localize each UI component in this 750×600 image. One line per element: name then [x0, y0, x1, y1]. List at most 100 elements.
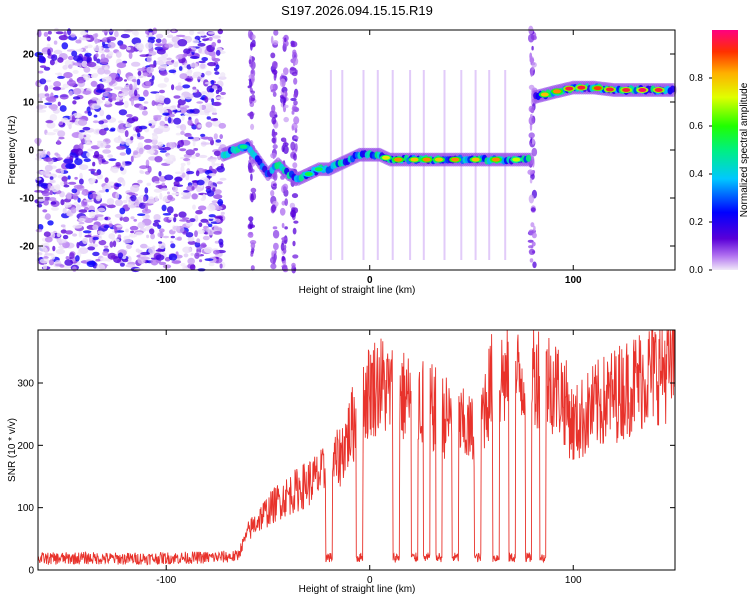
spectrogram-noise-blob	[125, 195, 130, 201]
spectrogram-streak-blob	[530, 207, 536, 212]
spectrogram-noise-blob	[106, 198, 115, 205]
spectrogram-noise-blob	[183, 48, 191, 55]
snr-y-tick-label: 100	[17, 503, 34, 514]
spectrogram-noise-blob	[135, 128, 140, 133]
spectrogram-noise-blob	[216, 165, 225, 173]
spectrogram-noise-blob	[67, 181, 77, 185]
spectrogram-noise-blob	[64, 202, 72, 208]
spectrogram-noise-blob	[95, 209, 99, 214]
spectrogram-noise-blob	[212, 187, 216, 192]
spectrogram-streak-blob	[283, 145, 289, 155]
spectrogram-noise-blob	[65, 256, 70, 260]
spectrogram-peak-inner	[540, 92, 549, 97]
spectrogram-noise-blob	[68, 90, 73, 97]
spectrogram-noise-blob	[138, 105, 145, 111]
spectrogram-noise-blob	[175, 251, 179, 256]
spectrogram-noise-blob	[200, 197, 206, 201]
spectrogram-noise-blob	[187, 136, 194, 140]
spectrogram-noise-blob	[71, 50, 78, 57]
spectrogram-noise-blob	[43, 157, 53, 162]
spectrogram-noise-blob	[133, 218, 137, 222]
spectrogram-noise-blob	[200, 218, 209, 223]
spectrogram-noise-blob	[65, 163, 75, 170]
spectrogram-noise-blob	[47, 30, 52, 35]
spectrogram-noise-blob	[207, 204, 216, 212]
spectrogram-noise-blob	[192, 204, 196, 210]
spectrogram-noise-blob	[92, 236, 99, 241]
spectrogram-noise-blob	[106, 204, 116, 209]
spectrogram-noise-blob	[87, 148, 93, 152]
spectrogram-noise-blob	[78, 134, 84, 140]
spectrogram-noise-blob	[125, 123, 132, 128]
spectrogram-noise-blob	[179, 73, 188, 80]
colorbar-tick-label: 0.0	[689, 265, 703, 276]
spectrogram-noise-blob	[219, 263, 223, 269]
spectrogram-streak-blob	[274, 114, 278, 118]
spectrogram-noise-blob	[78, 48, 84, 52]
spectrogram-noise-blob	[117, 120, 124, 124]
spectrogram-noise-blob	[114, 30, 119, 38]
spectrogram-streak-blob	[279, 78, 286, 88]
spectrogram-noise-blob	[122, 179, 126, 187]
spectrogram-noise-blob	[175, 54, 183, 60]
spectrogram-noise-blob	[164, 116, 168, 122]
spectrogram-noise-blob	[194, 252, 200, 259]
spectrogram-noise-blob	[198, 154, 208, 159]
spectrogram-noise-blob	[189, 264, 196, 271]
spectrogram-noise-blob	[155, 249, 166, 252]
spectrogram-noise-blob	[213, 249, 220, 255]
spectrogram-streak-blob	[290, 211, 295, 216]
spectrogram-peak-inner	[422, 157, 431, 162]
spectrogram-noise-blob	[61, 42, 69, 50]
spectrogram-noise-blob	[78, 221, 85, 225]
spectrogram-noise-blob	[125, 161, 132, 164]
spectrogram-noise-blob	[93, 45, 103, 52]
spectrogram-noise-blob	[201, 57, 208, 62]
spectrogram-noise-blob	[192, 91, 202, 98]
spectrogram-noise-blob	[86, 56, 91, 64]
spectrogram-noise-blob	[186, 170, 195, 175]
spectrogram-noise-blob	[42, 209, 48, 213]
spectrogram-noise-blob	[72, 112, 83, 119]
spectrogram-noise-blob	[217, 39, 222, 44]
spectrogram-noise-blob	[36, 183, 47, 187]
spectrogram-noise-blob	[143, 101, 149, 104]
spectrogram-noise-blob	[173, 117, 182, 125]
spectrogram-noise-blob	[114, 76, 123, 82]
spectrogram-noise-blob	[206, 190, 215, 197]
spectrogram-noise-blob	[106, 75, 112, 83]
spectrogram-streak-blob	[249, 224, 255, 228]
spectrogram-peak-inner	[553, 89, 561, 94]
spectrogram-streak-blob	[291, 262, 296, 268]
spectrogram-noise-blob	[153, 114, 163, 118]
spectrogram-streak-blob	[531, 147, 538, 157]
spectrogram-noise-blob	[115, 86, 121, 90]
spectrogram-streak-blob	[250, 193, 254, 203]
spectrogram-noise-blob	[62, 234, 69, 240]
spectrogram-noise-blob	[134, 89, 138, 97]
spectrogram-noise-blob	[207, 156, 218, 160]
snr-line	[37, 329, 676, 566]
spectrogram-streak-blob	[292, 162, 298, 169]
spectrogram-noise-blob	[119, 44, 127, 50]
spectrogram-streak-blob	[271, 116, 277, 125]
spectrogram-y-ticks: -20 -10 0 10 20	[20, 50, 675, 253]
spectrogram-x-tick-label: 0	[367, 275, 373, 286]
spectrogram-noise-blob	[213, 101, 222, 107]
spectrogram-noise-blob	[196, 229, 205, 234]
spectrogram-streak-blob	[292, 240, 296, 247]
spectrogram-noise-blob	[104, 216, 109, 221]
spectrogram-noise-blob	[124, 130, 129, 138]
snr-y-ticks: 0 100 200 300	[17, 378, 675, 577]
spectrogram-noise-blob	[92, 224, 99, 231]
spectrogram-noise-blob	[51, 54, 58, 61]
spectrogram-noise-blob	[187, 119, 193, 126]
spectrogram-noise-blob	[114, 101, 125, 106]
spectrogram-noise-blob	[73, 62, 82, 66]
spectrogram-noise-blob	[163, 97, 171, 105]
spectrogram-noise-blob	[208, 223, 213, 228]
spectrogram-noise-blob	[42, 263, 48, 271]
spectrogram-peak-inner	[471, 157, 480, 162]
spectrogram-noise-blob	[90, 80, 98, 87]
